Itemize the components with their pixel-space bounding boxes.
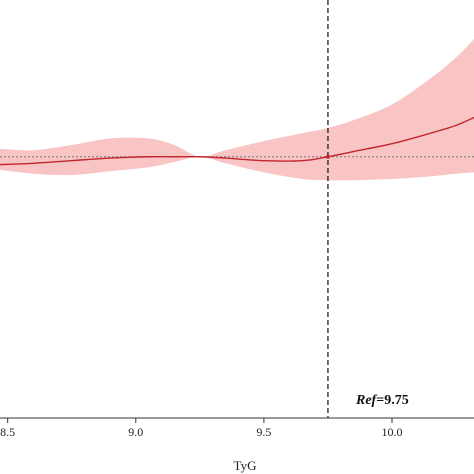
x-tick-label-8.5: 8.5 xyxy=(0,425,15,439)
x-axis-title: TyG xyxy=(234,458,257,473)
reference-point xyxy=(325,154,330,159)
reference-label-value: =9.75 xyxy=(376,393,408,408)
x-tick-label-9.0: 9.0 xyxy=(128,425,143,439)
reference-label: Ref=9.75 xyxy=(355,393,409,408)
x-tick-label-10.0: 10.0 xyxy=(382,425,403,439)
x-tick-label-9.5: 9.5 xyxy=(256,425,271,439)
reference-label-prefix: Ref xyxy=(355,393,378,408)
estimate-line xyxy=(0,116,474,166)
confidence-band xyxy=(0,39,474,181)
